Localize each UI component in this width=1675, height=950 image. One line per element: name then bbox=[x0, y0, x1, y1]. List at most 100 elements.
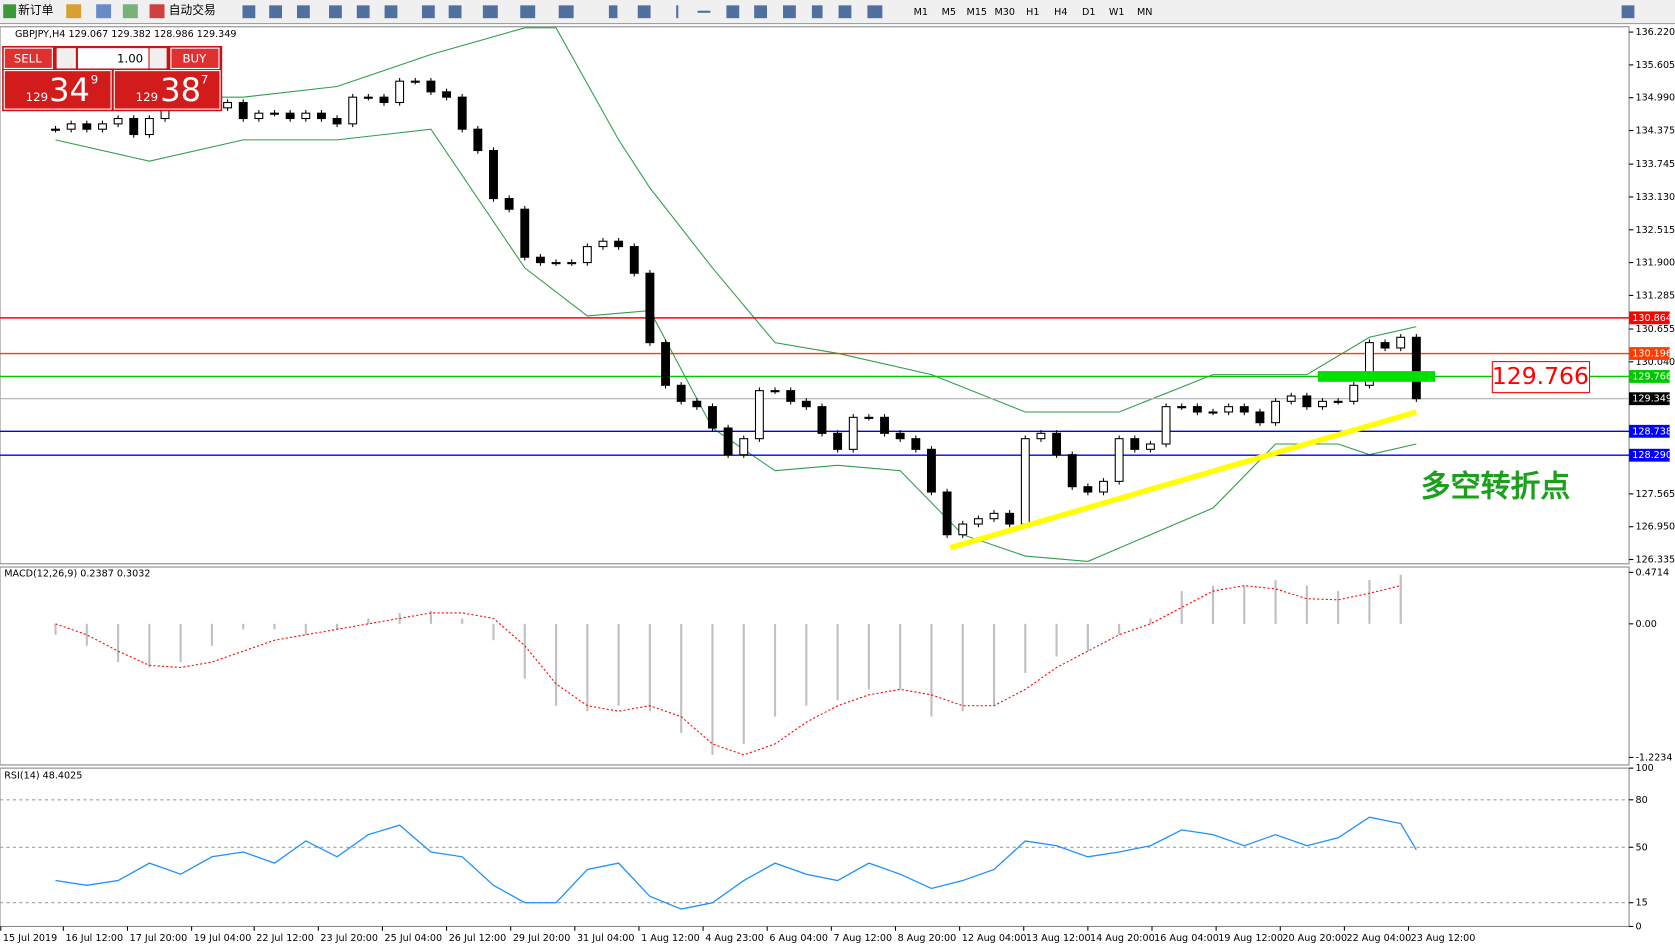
toolbar-icon[interactable] bbox=[356, 5, 370, 19]
x-tick-label: 23 Jul 20:00 bbox=[320, 933, 378, 944]
x-tick-label: 12 Aug 04:00 bbox=[962, 933, 1027, 944]
x-tick-label: 6 Aug 04:00 bbox=[769, 933, 828, 944]
toolbar-icon[interactable] bbox=[96, 4, 112, 19]
y-tick-label: 133.745 bbox=[1635, 159, 1675, 170]
candle bbox=[958, 523, 968, 536]
line-price-tag bbox=[1629, 347, 1670, 360]
y-tick-label: 126.950 bbox=[1635, 522, 1675, 533]
timeframe-button[interactable]: M30 bbox=[995, 7, 1016, 18]
macd-signal bbox=[55, 585, 1401, 756]
toolbar-icon[interactable] bbox=[558, 5, 574, 19]
buy-price-box[interactable] bbox=[113, 70, 221, 110]
candle bbox=[1208, 411, 1218, 414]
toolbar-icon[interactable] bbox=[676, 5, 679, 19]
toolbar-icon[interactable] bbox=[269, 5, 283, 19]
y-tick-label: 134.990 bbox=[1635, 93, 1675, 104]
callout-text: 129.766 bbox=[1492, 362, 1589, 390]
new-order-button[interactable]: 新订单 bbox=[18, 3, 53, 17]
sell-label[interactable]: SELL bbox=[14, 51, 42, 65]
timeframe-button[interactable]: M1 bbox=[914, 7, 928, 18]
candle bbox=[598, 240, 608, 248]
toolbar-icon[interactable] bbox=[726, 5, 740, 19]
toolbar-icon[interactable] bbox=[296, 5, 310, 19]
buy-price-big: 129 bbox=[136, 90, 158, 104]
toolbar-icon[interactable] bbox=[384, 5, 398, 19]
buy-button[interactable] bbox=[170, 47, 220, 70]
candle bbox=[880, 416, 889, 434]
timeframe-button[interactable]: H4 bbox=[1054, 7, 1067, 18]
timeframe-button[interactable]: W1 bbox=[1109, 7, 1125, 18]
x-tick-label: 13 Aug 12:00 bbox=[1026, 933, 1091, 944]
y-tick-label: 0.00 bbox=[1635, 619, 1656, 630]
x-tick-label: 31 Jul 04:00 bbox=[577, 933, 635, 944]
main-pane bbox=[0, 26, 1630, 565]
candle bbox=[1302, 395, 1312, 408]
x-tick-label: 8 Aug 20:00 bbox=[898, 933, 957, 944]
toolbar-icons bbox=[242, 5, 1635, 19]
candle bbox=[848, 416, 858, 450]
toolbar-icon[interactable] bbox=[448, 5, 462, 19]
toolbar-icon[interactable] bbox=[867, 5, 883, 19]
sell-price-pips: 34 bbox=[49, 71, 90, 109]
line-price-label: 128.738 bbox=[1632, 426, 1672, 437]
candle bbox=[223, 101, 233, 109]
x-tick-label: 29 Jul 20:00 bbox=[513, 933, 571, 944]
toolbar-icon[interactable] bbox=[421, 5, 435, 19]
lot-up[interactable] bbox=[149, 48, 167, 69]
one-click-trading: SELL 1.00 BUY 129 34 9 129 38 7 bbox=[2, 46, 223, 112]
x-tick-label: 22 Aug 04:00 bbox=[1347, 933, 1412, 944]
line-price-label: 129.766 bbox=[1632, 371, 1672, 382]
toolbar-icon[interactable] bbox=[608, 5, 618, 19]
y-tick-label: 133.130 bbox=[1635, 192, 1675, 203]
toolbar-icon[interactable] bbox=[242, 5, 256, 19]
timeframe-button[interactable]: M5 bbox=[942, 7, 956, 18]
toolbar-icon[interactable] bbox=[811, 5, 823, 19]
toolbar-icon[interactable] bbox=[482, 5, 498, 19]
toolbar-icon[interactable] bbox=[520, 5, 536, 19]
candle bbox=[1161, 406, 1171, 445]
toolbar-icon[interactable] bbox=[122, 4, 138, 19]
timeframe-button[interactable]: H1 bbox=[1026, 7, 1039, 18]
y-tick-label: 80 bbox=[1635, 795, 1647, 806]
trend-line bbox=[949, 409, 1418, 551]
new-order-icon[interactable] bbox=[3, 4, 17, 19]
search-icon[interactable] bbox=[1621, 5, 1635, 19]
candle bbox=[489, 150, 498, 200]
candle bbox=[285, 112, 295, 120]
timeframe-button[interactable]: D1 bbox=[1082, 7, 1096, 18]
lot-value[interactable]: 1.00 bbox=[117, 51, 143, 65]
candle bbox=[1177, 406, 1187, 409]
candle bbox=[614, 240, 624, 248]
toolbar-icon[interactable] bbox=[66, 4, 82, 19]
buy-label[interactable]: BUY bbox=[183, 51, 208, 65]
y-tick-label: 0 bbox=[1635, 921, 1641, 932]
timeframe-button[interactable]: MN bbox=[1137, 7, 1152, 18]
toolbar-icon[interactable] bbox=[329, 5, 342, 19]
toolbar-icon[interactable] bbox=[783, 5, 796, 19]
candle bbox=[1396, 336, 1406, 349]
toolbar-icon[interactable] bbox=[838, 5, 852, 19]
candle bbox=[801, 400, 811, 408]
auto-trading-icon[interactable] bbox=[149, 4, 165, 19]
candle bbox=[1067, 454, 1077, 488]
macd-pane bbox=[0, 566, 1630, 766]
toolbar-icon[interactable] bbox=[697, 10, 711, 13]
timeframe-button[interactable]: M15 bbox=[967, 7, 988, 18]
lot-down[interactable] bbox=[56, 48, 76, 69]
candle bbox=[1192, 406, 1202, 413]
toolbar-icon[interactable] bbox=[637, 5, 651, 19]
candle bbox=[817, 406, 827, 434]
line-price-tag bbox=[1629, 448, 1670, 462]
overlay: 136.220 135.605 134.990 134.375 133.745 133.1… bbox=[0, 27, 1675, 944]
lot-input[interactable] bbox=[77, 48, 149, 69]
sell-price-box[interactable] bbox=[3, 70, 112, 110]
candle bbox=[1036, 432, 1046, 440]
sell-button[interactable] bbox=[3, 47, 53, 70]
auto-trading-button[interactable]: 自动交易 bbox=[169, 3, 216, 17]
x-tick-label: 17 Jul 20:00 bbox=[130, 933, 188, 944]
candle bbox=[1411, 336, 1421, 400]
toolbar-icon[interactable] bbox=[754, 5, 767, 19]
candle bbox=[1349, 384, 1359, 402]
